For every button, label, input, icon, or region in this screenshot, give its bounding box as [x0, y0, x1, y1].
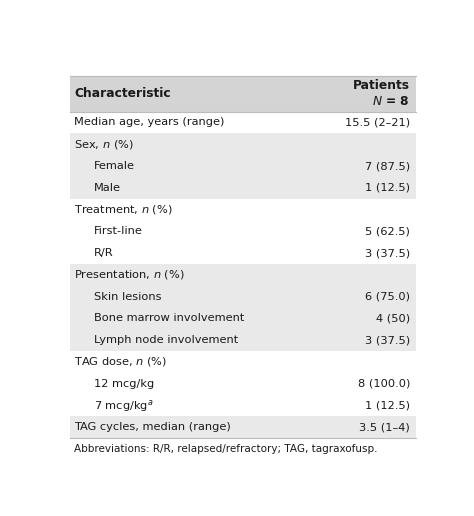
Text: First-line: First-line	[94, 227, 143, 236]
Bar	[70, 416, 416, 438]
Bar	[70, 264, 416, 286]
Text: 6 (75.0): 6 (75.0)	[365, 292, 410, 302]
Bar	[70, 242, 416, 264]
Text: Abbreviations: R/R, relapsed/refractory; TAG, tagraxofusp.: Abbreviations: R/R, relapsed/refractory;…	[74, 444, 377, 454]
Text: 1 (12.5): 1 (12.5)	[365, 400, 410, 411]
Text: 1 (12.5): 1 (12.5)	[365, 183, 410, 193]
Bar	[70, 177, 416, 199]
Text: Lymph node involvement: Lymph node involvement	[94, 335, 238, 345]
Text: 3.5 (1–4): 3.5 (1–4)	[359, 422, 410, 432]
Text: TAG dose, $n$ (%): TAG dose, $n$ (%)	[74, 356, 167, 368]
Text: Sex, $n$ (%): Sex, $n$ (%)	[74, 138, 134, 151]
Bar	[70, 373, 416, 395]
Bar	[70, 133, 416, 155]
Bar	[70, 351, 416, 373]
Text: Bone marrow involvement: Bone marrow involvement	[94, 313, 245, 324]
Bar	[70, 76, 416, 111]
Text: Female: Female	[94, 161, 135, 171]
Text: Treatment, $n$ (%): Treatment, $n$ (%)	[74, 203, 173, 216]
Bar	[70, 155, 416, 177]
Text: 15.5 (2–21): 15.5 (2–21)	[345, 118, 410, 127]
Bar	[70, 308, 416, 329]
Text: 3 (37.5): 3 (37.5)	[365, 335, 410, 345]
Text: 7 mcg/kg$^{a}$: 7 mcg/kg$^{a}$	[94, 397, 154, 413]
Text: TAG cycles, median (range): TAG cycles, median (range)	[74, 422, 231, 432]
Text: Characteristic: Characteristic	[74, 87, 171, 100]
Text: 12 mcg/kg: 12 mcg/kg	[94, 379, 155, 389]
Bar	[70, 220, 416, 242]
Bar	[70, 286, 416, 308]
Bar	[70, 199, 416, 220]
Text: $N$ = 8: $N$ = 8	[373, 95, 410, 108]
Text: 5 (62.5): 5 (62.5)	[365, 227, 410, 236]
Text: Patients: Patients	[353, 79, 410, 92]
Text: R/R: R/R	[94, 248, 114, 258]
Text: 8 (100.0): 8 (100.0)	[358, 379, 410, 389]
Text: 3 (37.5): 3 (37.5)	[365, 248, 410, 258]
Text: Skin lesions: Skin lesions	[94, 292, 162, 302]
Bar	[70, 329, 416, 351]
Text: Median age, years (range): Median age, years (range)	[74, 118, 224, 127]
Text: Presentation, $n$ (%): Presentation, $n$ (%)	[74, 268, 184, 281]
Text: 7 (87.5): 7 (87.5)	[365, 161, 410, 171]
Text: Male: Male	[94, 183, 121, 193]
Bar	[70, 395, 416, 416]
Bar	[70, 111, 416, 133]
Text: 4 (50): 4 (50)	[376, 313, 410, 324]
